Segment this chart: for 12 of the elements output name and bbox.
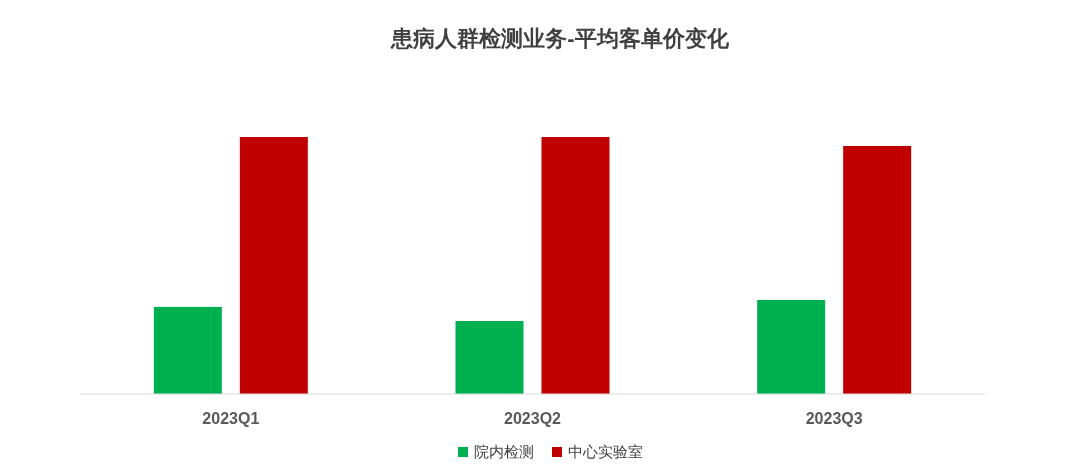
bar xyxy=(541,137,610,394)
bar xyxy=(239,137,308,394)
chart-title: 患病人群检测业务-平均客单价变化 xyxy=(390,26,730,51)
legend-label: 院内检测 xyxy=(474,443,534,460)
bar xyxy=(455,321,524,394)
bar xyxy=(757,299,826,394)
x-tick-label: 2023Q2 xyxy=(504,410,562,427)
x-tick-label: 2023Q1 xyxy=(202,410,260,427)
legend-label: 中心实验室 xyxy=(568,443,643,460)
x-tick-label: 2023Q3 xyxy=(805,410,863,427)
bar xyxy=(153,306,222,394)
bar xyxy=(843,146,912,394)
